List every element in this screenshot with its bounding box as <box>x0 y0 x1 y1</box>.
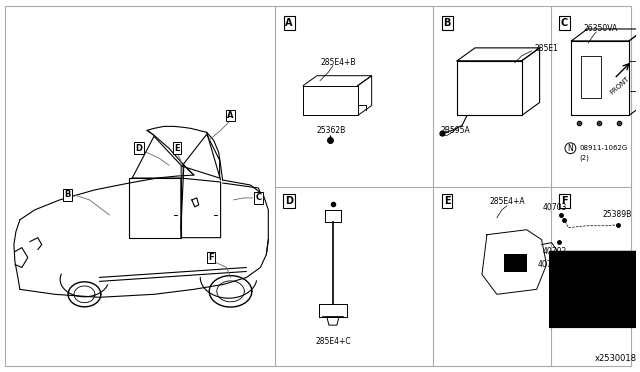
Text: A: A <box>285 18 293 28</box>
Text: F: F <box>208 253 214 262</box>
Text: (2): (2) <box>579 155 589 161</box>
Text: 08911-1062G: 08911-1062G <box>579 145 628 151</box>
Text: 285E1: 285E1 <box>534 44 559 53</box>
Text: 25389B: 25389B <box>602 210 632 219</box>
Text: 40702: 40702 <box>542 247 566 256</box>
Text: FRONT: FRONT <box>609 76 631 96</box>
Text: x2530018: x2530018 <box>595 355 637 363</box>
Text: F: F <box>561 196 568 206</box>
Text: C: C <box>255 193 261 202</box>
Text: 26350VA: 26350VA <box>583 25 618 33</box>
Text: 2B595A: 2B595A <box>440 126 470 135</box>
Text: 285E4+B: 285E4+B <box>320 58 356 67</box>
Text: C: C <box>561 18 568 28</box>
Text: D: D <box>285 196 293 206</box>
Text: N: N <box>568 144 573 153</box>
Text: B: B <box>444 18 451 28</box>
Text: 285E4+C: 285E4+C <box>315 337 351 346</box>
Text: 285E4+A: 285E4+A <box>489 198 525 206</box>
Text: 25362B: 25362B <box>316 126 346 135</box>
Text: A: A <box>227 111 234 120</box>
Text: E: E <box>444 196 451 206</box>
Text: D: D <box>136 144 143 153</box>
Text: B: B <box>65 190 71 199</box>
Text: 40700M: 40700M <box>538 260 569 269</box>
Text: 40703: 40703 <box>542 203 566 212</box>
Text: E: E <box>174 144 180 153</box>
